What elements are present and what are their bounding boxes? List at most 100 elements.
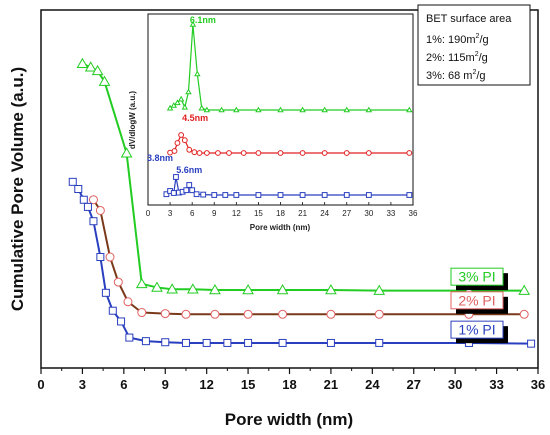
inset-data-point [189,187,196,194]
inset-data-point [299,106,306,113]
inset-data-point [277,106,284,113]
inset-peak-label: 3.8nm [147,153,173,163]
main-data-point [89,217,98,226]
inset-data-point [406,106,413,113]
main-x-tick-label: 36 [531,377,545,392]
bet-row-3: 3%: 68 m2/g [426,69,486,82]
inset-x-tick-label: 30 [364,209,373,218]
inset-data-point [166,104,174,111]
main-x-tick-label: 6 [120,377,127,392]
inset-x-tick-label: 24 [320,209,329,218]
main-data-point [374,309,384,319]
inset-data-point [189,21,197,27]
bet-surface-area-box: BET surface area 1%: 190m2/g 2%: 115m2/g… [417,4,531,86]
inset-peak-label: 4.5nm [182,113,208,123]
inset-x-tick-label: 36 [409,209,418,218]
main-data-point [373,284,386,295]
inset-data-point [191,149,198,156]
bet-box-title: BET surface area [426,13,512,25]
bet-row-2: 2%: 115m2/g [426,51,488,64]
main-data-point [141,337,150,346]
inset-data-point [365,150,372,156]
main-data-point [68,177,77,186]
inset-data-point [177,95,185,102]
inset-data-point [170,102,178,108]
main-data-point [113,277,123,287]
inset-data-point [181,103,189,110]
series-label-text: 1% PI [458,322,495,338]
main-data-point [223,338,232,347]
x-axis-title: Pore width (nm) [225,410,353,429]
inset-data-point [174,140,181,146]
main-x-tick-label: 15 [241,377,255,392]
bet-row-1: 1%: 190m2/g [426,33,489,46]
inset-x-axis-title: Pore width (nm) [250,223,311,232]
inset-data-point [406,150,413,156]
main-data-point [161,338,170,347]
main-x-tick-label: 33 [489,377,503,392]
inset-series-group [163,21,413,198]
inset-data-point [185,88,192,95]
main-data-point [74,185,83,193]
inset-x-tick-label: 9 [212,209,217,218]
inset-data-point [233,192,240,198]
inset-data-point [218,106,225,113]
main-data-point [117,317,126,326]
main-data-point [123,297,133,307]
main-data-point [375,338,384,347]
main-series-group [68,57,536,348]
main-data-point [160,309,170,319]
inset-data-point [198,104,205,111]
main-data-point [278,338,287,347]
inset-data-point [222,192,229,198]
main-data-point [76,57,89,68]
inset-data-point [299,150,306,156]
main-data-point [91,64,104,76]
main-series-line [82,62,525,292]
inset-data-point [186,146,193,153]
main-x-tick-label: 0 [37,377,44,392]
inset-x-tick-label: 27 [342,209,351,218]
main-x-tick-label: 18 [282,377,296,392]
inset-data-point [173,174,179,180]
inset-data-point [233,106,240,113]
inset-data-point [240,150,247,156]
main-data-point [518,284,531,295]
inset-data-point [365,192,372,198]
inset-data-point [321,150,328,156]
inset-data-point [170,190,177,196]
inset-data-point [321,106,328,113]
inset-data-point [171,148,178,154]
main-data-point [519,309,529,319]
main-data-point [84,61,97,72]
inset-y-axis-title: dV/dlogW (a.u.) [128,91,137,150]
inset-data-point [215,150,221,156]
main-data-point [527,339,536,348]
series-label-text: 3% PI [458,269,495,285]
inset-data-point [343,192,350,198]
main-data-point [95,205,105,215]
main-data-point [186,283,199,294]
main-x-tick-label: 21 [324,377,338,392]
inset-data-point [343,106,351,113]
main-data-point [209,283,221,295]
series-label-box [450,320,504,339]
main-data-point [181,338,190,347]
main-data-point [244,338,253,347]
main-x-tick-label: 27 [407,377,421,392]
main-data-point [98,75,111,86]
main-data-point [181,309,191,319]
inset-x-axis: 0 3 6 9 12 15 18 21 24 27 30 33 36 [146,202,418,218]
main-data-point [243,309,253,319]
main-data-point [83,202,92,211]
main-data-point [326,309,336,319]
main-data-point [101,288,110,297]
main-data-point [202,338,211,347]
inset-data-point [321,192,328,198]
main-x-tick-label: 9 [162,377,169,392]
inset-x-tick-label: 6 [190,209,195,218]
inset-data-point [200,191,207,198]
inset-data-point [255,150,262,156]
